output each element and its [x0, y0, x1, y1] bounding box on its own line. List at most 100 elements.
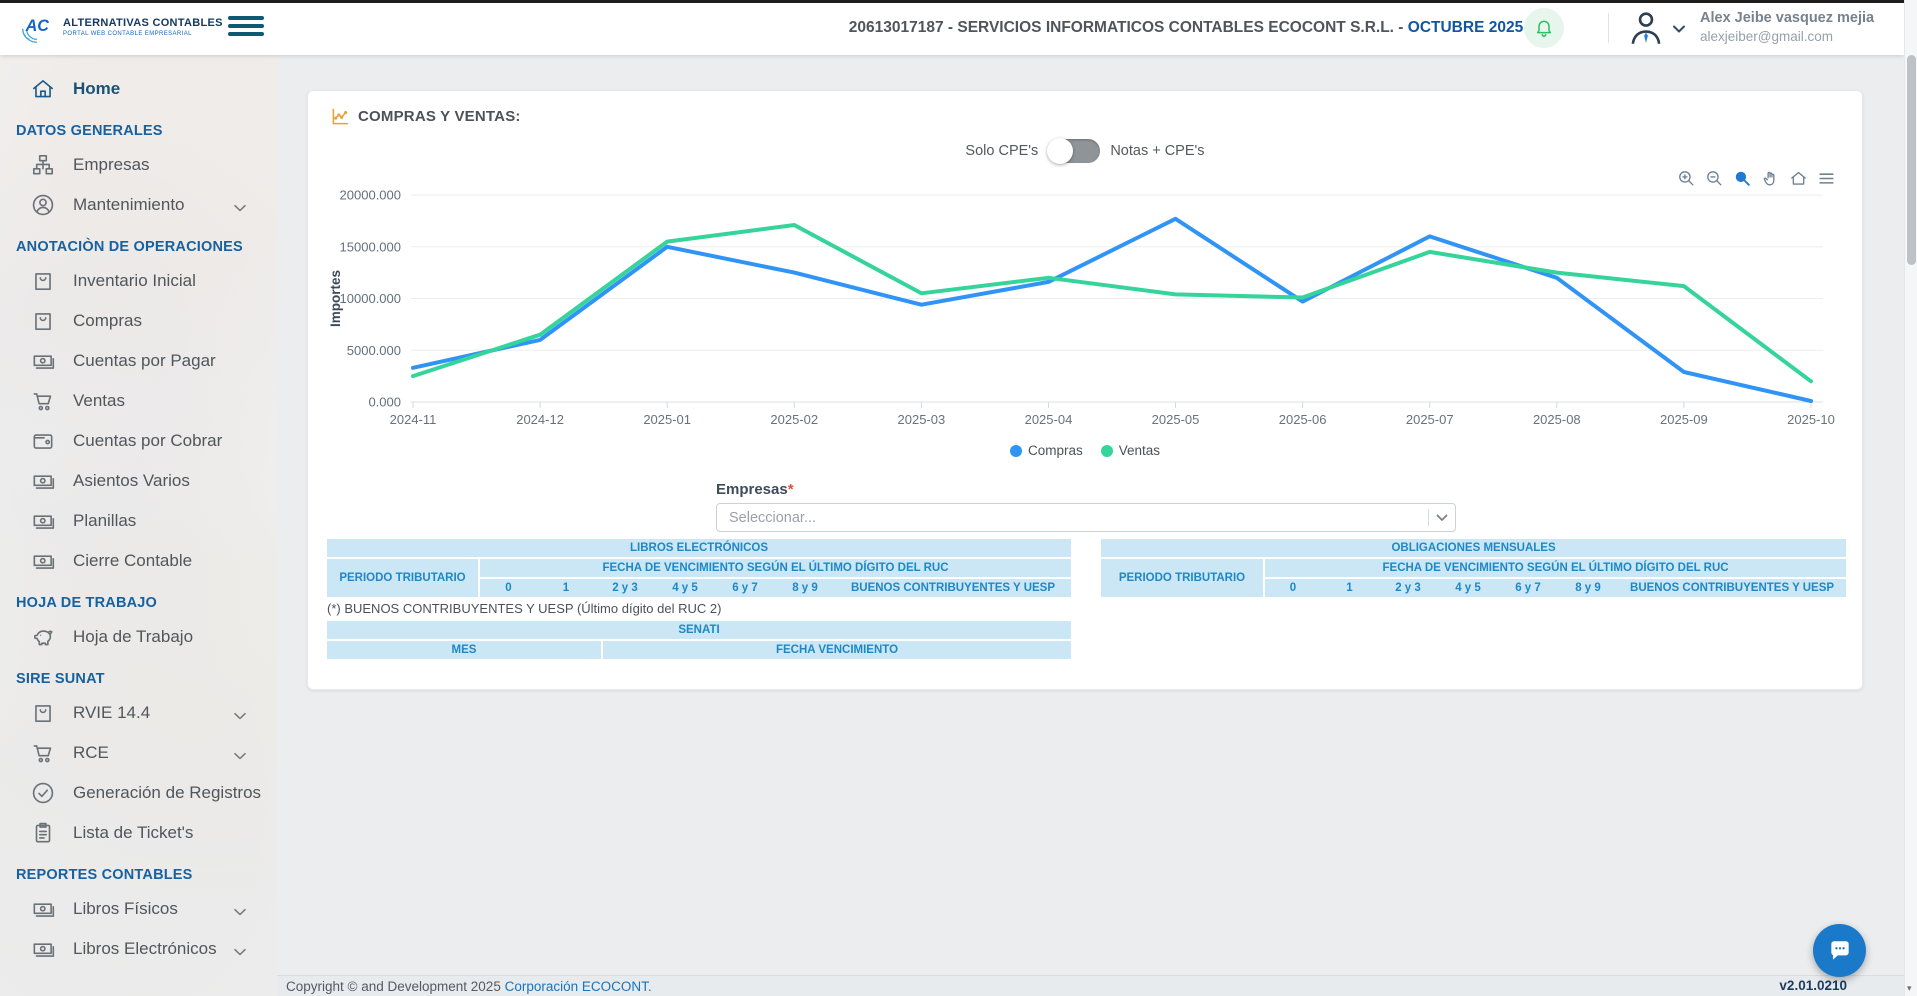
sidebar-item-asientos-varios[interactable]: Asientos Varios	[0, 461, 277, 501]
sidebar-item-rvie-14-4[interactable]: RVIE 14.4	[0, 693, 277, 733]
period-label: OCTUBRE 2025	[1408, 19, 1523, 36]
sidebar-item-empresas[interactable]: Empresas	[0, 145, 277, 185]
x-axis-tick-label: 2025-02	[770, 412, 818, 427]
page-scrollbar[interactable]: ▾	[1904, 0, 1917, 996]
sidebar-item-planillas[interactable]: Planillas	[0, 501, 277, 541]
notifications-button[interactable]	[1524, 8, 1564, 48]
sidebar-item-label: Home	[73, 79, 120, 99]
obligaciones-mensuales-table: OBLIGACIONES MENSUALES PERIODO TRIBUTARI…	[1101, 539, 1846, 599]
obligaciones-col-6y7: 6 y 7	[1498, 578, 1558, 598]
sidebar-item-label: Inventario Inicial	[73, 271, 196, 291]
legend-label: Compras	[1028, 443, 1083, 458]
topbar-divider	[1608, 13, 1609, 43]
obligaciones-title: OBLIGACIONES MENSUALES	[1101, 539, 1846, 558]
sidebar-item-inventario-inicial[interactable]: Inventario Inicial	[0, 261, 277, 301]
topbar: AC ALTERNATIVAS CONTABLES PORTAL WEB CON…	[0, 0, 1904, 55]
x-axis-tick-label: 2025-06	[1279, 412, 1327, 427]
legend-marker	[1101, 445, 1113, 457]
sidebar-item-label: Libros Físicos	[73, 899, 178, 919]
legend-item-compras[interactable]: Compras	[1010, 443, 1083, 458]
sidebar-item-rce[interactable]: RCE	[0, 733, 277, 773]
user-circle-icon	[30, 192, 56, 218]
scrollbar-down-arrow[interactable]: ▾	[1907, 983, 1912, 994]
series-line-compras	[413, 219, 1811, 401]
select-chevron-icon[interactable]	[1429, 514, 1455, 522]
shopping-bag-icon	[30, 308, 56, 334]
compras-ventas-card: COMPRAS Y VENTAS: Solo CPE's Notas + CPE…	[307, 90, 1863, 690]
empresas-select[interactable]	[716, 503, 1456, 532]
libros-col-4y5: 4 y 5	[655, 578, 715, 598]
sidebar-section-reportes-contables: REPORTES CONTABLES	[0, 861, 277, 889]
cpe-toggle[interactable]	[1048, 139, 1100, 163]
banknote-icon	[30, 508, 56, 534]
compras-ventas-chart[interactable]: 0.0005000.00010000.00015000.00020000.000…	[308, 161, 1864, 441]
sidebar-item-label: RVIE 14.4	[73, 703, 150, 723]
logo-subtitle: PORTAL WEB CONTABLE EMPRESARIAL	[63, 31, 223, 37]
toggle-left-label: Solo CPE's	[965, 143, 1038, 159]
y-axis-tick-label: 5000.000	[347, 343, 401, 358]
sidebar-item-cuentas-por-cobrar[interactable]: Cuentas por Cobrar	[0, 421, 277, 461]
sidebar-item-label: Libros Electrónicos	[73, 939, 217, 959]
y-axis-title: Importes	[328, 270, 343, 327]
empresas-select-input[interactable]	[717, 510, 1428, 526]
window-top-edge	[0, 0, 1904, 3]
sidebar-item-libros-f-sicos[interactable]: Libros Físicos	[0, 889, 277, 929]
sidebar-item-hoja-de-trabajo[interactable]: Hoja de Trabajo	[0, 617, 277, 657]
chevron-down-icon	[233, 905, 247, 919]
sidebar: Home DATOS GENERALESEmpresasMantenimiento…	[0, 55, 277, 996]
chevron-down-icon	[233, 749, 247, 763]
x-axis-tick-label: 2025-01	[643, 412, 691, 427]
sidebar-item-home[interactable]: Home	[0, 69, 277, 109]
sidebar-item-libros-electr-nicos[interactable]: Libros Electrónicos	[0, 929, 277, 969]
libros-col-buenos: BUENOS CONTRIBUYENTES Y UESP	[835, 578, 1071, 598]
banknote-icon	[30, 348, 56, 374]
user-menu-chevron-icon[interactable]	[1672, 24, 1686, 34]
sidebar-item-mantenimiento[interactable]: Mantenimiento	[0, 185, 277, 225]
obligaciones-col-2y3: 2 y 3	[1378, 578, 1438, 598]
chevron-down-icon	[233, 201, 247, 215]
libros-group-header: FECHA DE VENCIMIENTO SEGÚN EL ÚLTIMO DÍG…	[479, 558, 1071, 578]
chart-legend: Compras Ventas	[308, 443, 1862, 458]
user-avatar[interactable]	[1625, 7, 1667, 49]
chat-button[interactable]	[1813, 924, 1866, 977]
legend-item-ventas[interactable]: Ventas	[1101, 443, 1160, 458]
banknote-icon	[30, 936, 56, 962]
chat-icon	[1827, 938, 1853, 964]
y-axis-tick-label: 0.000	[368, 395, 401, 410]
sidebar-item-cierre-contable[interactable]: Cierre Contable	[0, 541, 277, 581]
sitemap-icon	[30, 152, 56, 178]
user-info[interactable]: Alex Jeibe vasquez mejia alexjeiber@gmai…	[1700, 10, 1890, 44]
sidebar-section-hoja-de-trabajo: HOJA DE TRABAJO	[0, 589, 277, 617]
x-axis-tick-label: 2024-12	[516, 412, 564, 427]
chevron-down-icon	[233, 945, 247, 959]
sidebar-item-ventas[interactable]: Ventas	[0, 381, 277, 421]
ecocont-link[interactable]: Corporación ECOCONT.	[505, 979, 652, 994]
shopping-bag-icon	[30, 268, 56, 294]
company-title: 20613017187 - SERVICIOS INFORMATICOS CON…	[849, 19, 1404, 36]
x-axis-tick-label: 2025-09	[1660, 412, 1708, 427]
sidebar-item-lista-de-ticket-s[interactable]: Lista de Ticket's	[0, 813, 277, 853]
sidebar-item-cuentas-por-pagar[interactable]: Cuentas por Pagar	[0, 341, 277, 381]
libros-col-8y9: 8 y 9	[775, 578, 835, 598]
y-axis-tick-label: 20000.000	[340, 188, 401, 203]
app-logo[interactable]: AC ALTERNATIVAS CONTABLES PORTAL WEB CON…	[18, 8, 223, 46]
copyright-text: Copyright © and Development 2025 Corpora…	[286, 979, 652, 994]
chart-icon	[331, 107, 350, 126]
libros-title: LIBROS ELECTRÓNICOS	[327, 539, 1071, 558]
scrollbar-thumb[interactable]	[1907, 55, 1916, 265]
sidebar-item-compras[interactable]: Compras	[0, 301, 277, 341]
user-email: alexjeiber@gmail.com	[1700, 29, 1890, 44]
home-icon	[30, 76, 56, 102]
x-axis-tick-label: 2025-08	[1533, 412, 1581, 427]
sidebar-section-anotaci-n-de-operaciones: ANOTACIÒN DE OPERACIONES	[0, 233, 277, 261]
chevron-down-icon	[233, 709, 247, 723]
sidebar-section-datos-generales: DATOS GENERALES	[0, 117, 277, 145]
menu-toggle-icon[interactable]	[228, 16, 264, 40]
toggle-right-label: Notas + CPE's	[1110, 143, 1204, 159]
company-period-title: 20613017187 - SERVICIOS INFORMATICOS CON…	[786, 19, 1586, 37]
sidebar-item-generaci-n-de-registros[interactable]: Generación de Registros	[0, 773, 277, 813]
bell-icon	[1534, 18, 1554, 38]
obligaciones-col-periodo: PERIODO TRIBUTARIO	[1101, 558, 1264, 598]
obligaciones-col-1: 1	[1321, 578, 1378, 598]
libros-electronicos-table: LIBROS ELECTRÓNICOS PERIODO TRIBUTARIO F…	[327, 539, 1071, 599]
